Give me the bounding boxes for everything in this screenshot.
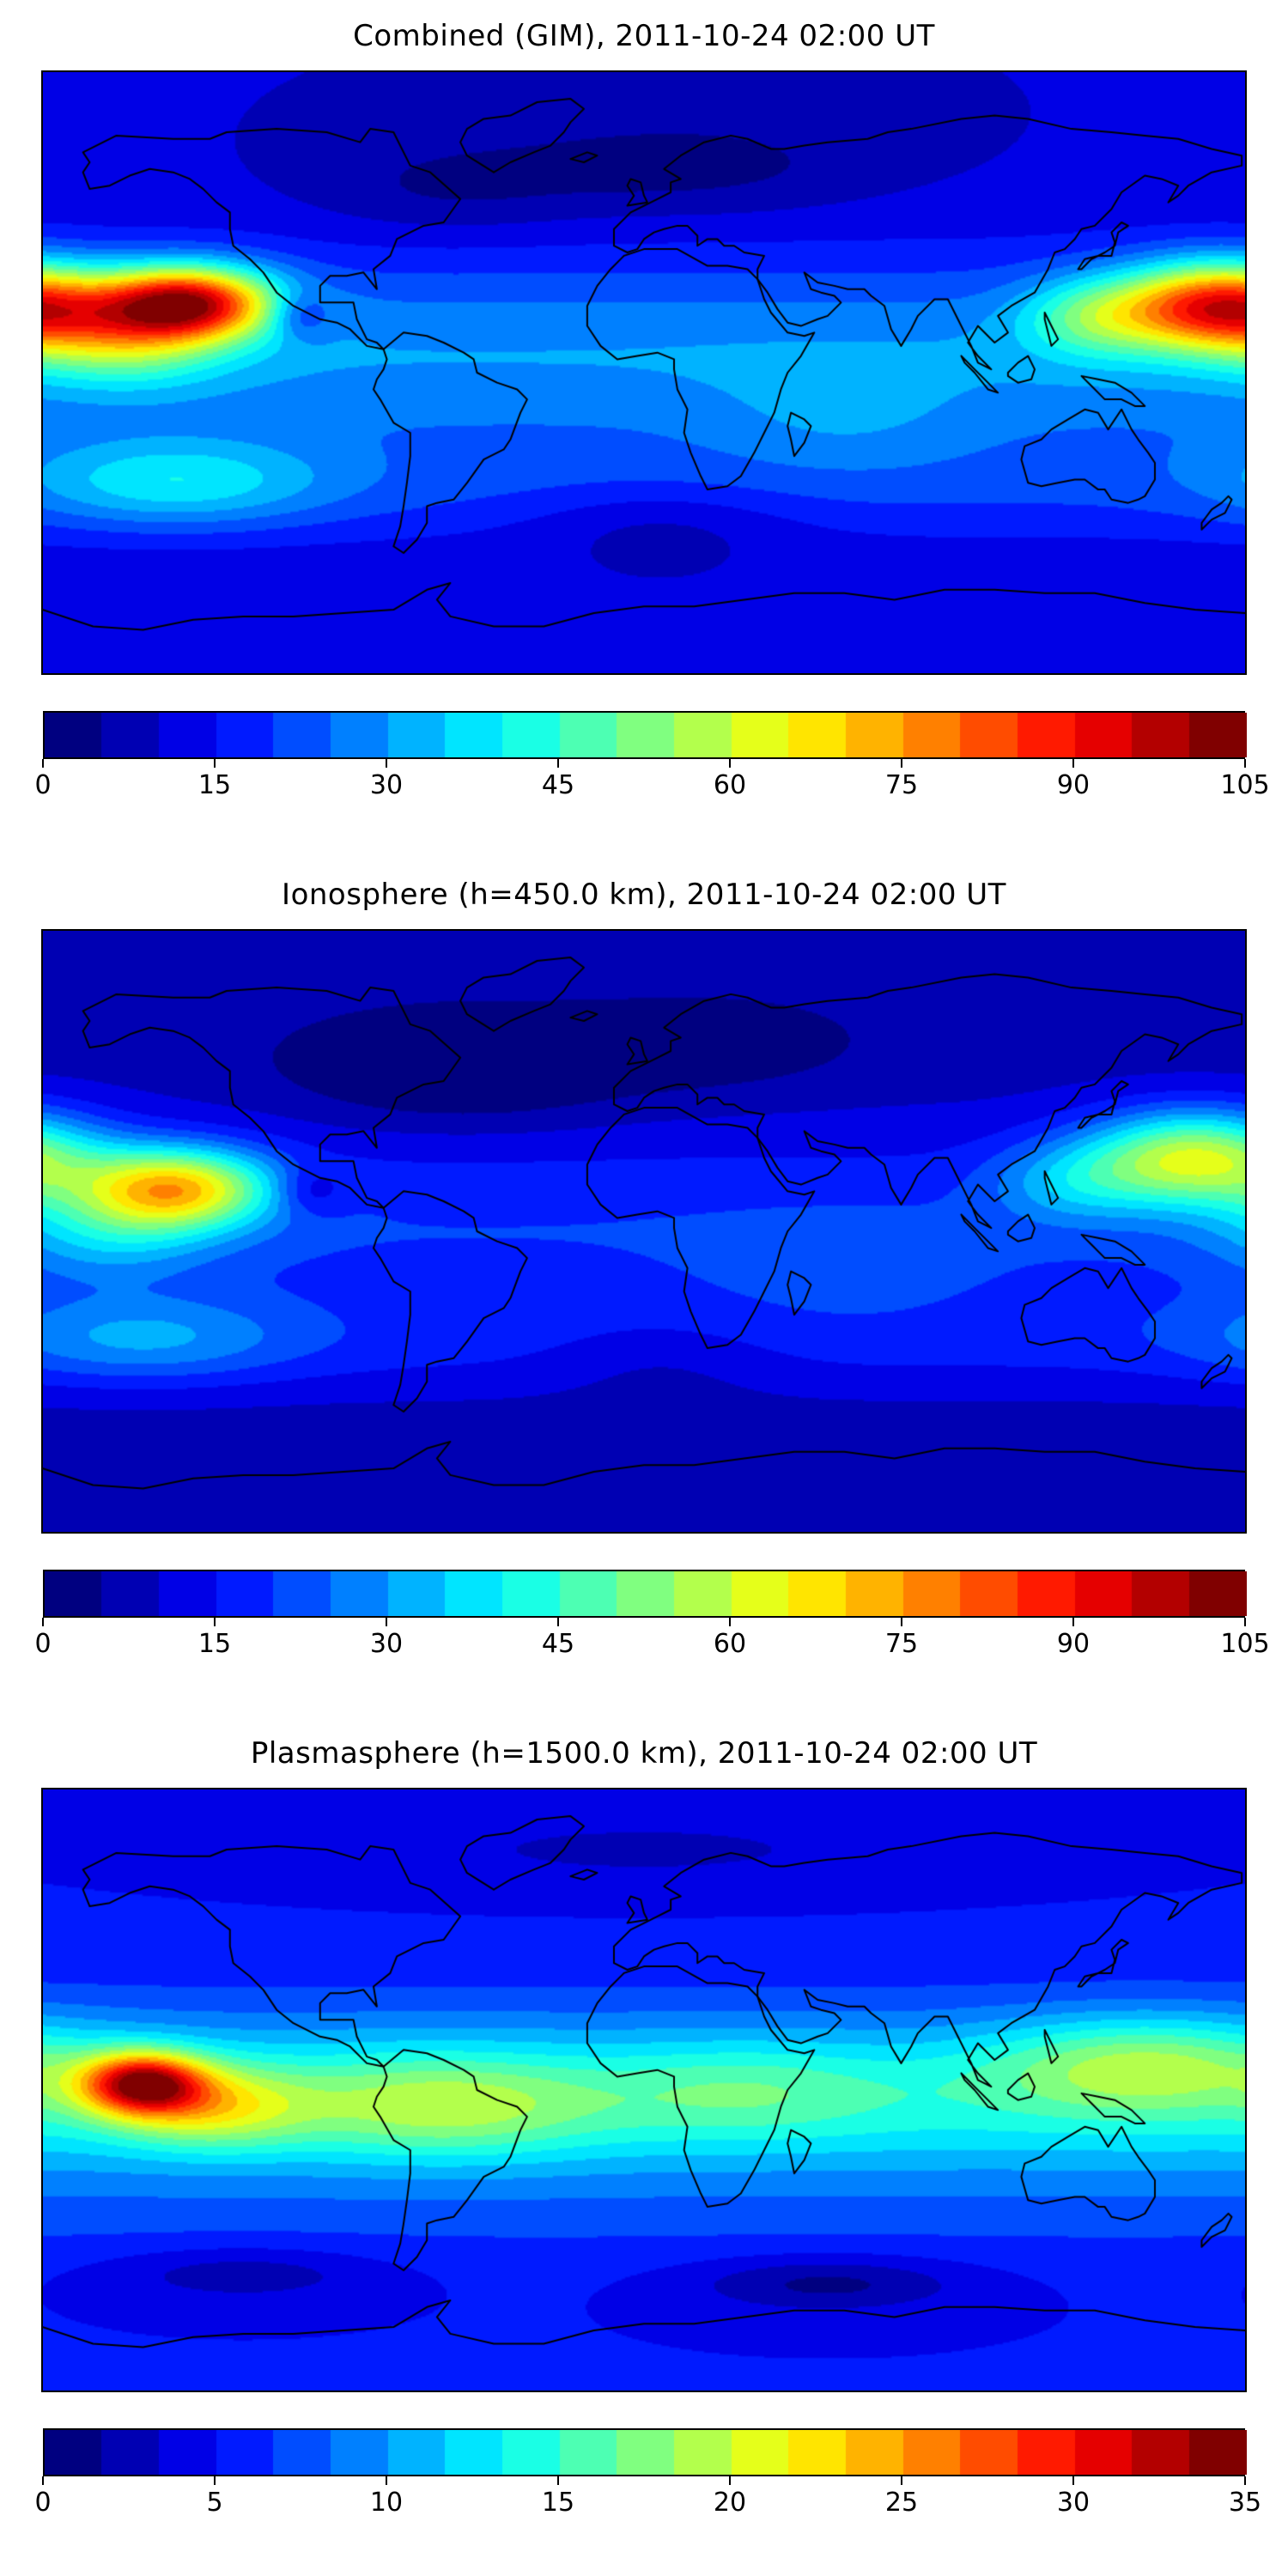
tick-mark bbox=[729, 759, 731, 768]
tick-label: 0 bbox=[34, 1629, 52, 1659]
colorbar-frame-combined bbox=[43, 711, 1247, 759]
tick-mark bbox=[385, 1618, 387, 1626]
panel-ionosphere: Ionosphere (h=450.0 km), 2011-10-24 02:0… bbox=[0, 859, 1288, 1717]
tick-label: 30 bbox=[369, 770, 404, 800]
tick-mark bbox=[901, 1618, 902, 1626]
panel-title-ionosphere: Ionosphere (h=450.0 km), 2011-10-24 02:0… bbox=[282, 878, 1006, 912]
tick-mark bbox=[1072, 759, 1074, 768]
tick-label: 15 bbox=[197, 770, 232, 800]
tec-map-plasmasphere bbox=[43, 1789, 1245, 2391]
tick-label: 0 bbox=[34, 2488, 52, 2518]
tick-label: 105 bbox=[1220, 1629, 1270, 1659]
tick-mark bbox=[1244, 2476, 1246, 2485]
tick-mark bbox=[1072, 1618, 1074, 1626]
colorbar-block-plasmasphere: 0 5 10 15 20 25 30 35 bbox=[34, 2428, 1261, 2526]
tick-label: 35 bbox=[1228, 2488, 1262, 2518]
tick-label: 45 bbox=[541, 770, 575, 800]
tick-label: 15 bbox=[197, 1629, 232, 1659]
tick-mark bbox=[42, 2476, 44, 2485]
tick-mark bbox=[729, 1618, 731, 1626]
tick-label: 90 bbox=[1056, 1629, 1091, 1659]
colorbar-ticks-combined: 0 15 30 45 60 75 90 105 bbox=[34, 759, 1270, 809]
tick-label: 45 bbox=[541, 1629, 575, 1659]
tick-label: 90 bbox=[1056, 770, 1091, 800]
panel-plasmasphere: Plasmasphere (h=1500.0 km), 2011-10-24 0… bbox=[0, 1717, 1288, 2576]
tick-label: 60 bbox=[713, 770, 747, 800]
tick-label: 30 bbox=[369, 1629, 404, 1659]
colorbar-ionosphere bbox=[45, 1571, 1247, 1616]
tick-mark bbox=[901, 2476, 902, 2485]
tick-label: 20 bbox=[713, 2488, 747, 2518]
panel-combined-gim: Combined (GIM), 2011-10-24 02:00 UT 0 15… bbox=[0, 0, 1288, 859]
tick-label: 25 bbox=[884, 2488, 919, 2518]
tick-mark bbox=[556, 759, 559, 768]
tick-mark bbox=[901, 759, 902, 768]
tick-mark bbox=[213, 759, 216, 768]
colorbar-frame-plasmasphere bbox=[43, 2428, 1247, 2476]
panel-title-combined: Combined (GIM), 2011-10-24 02:00 UT bbox=[353, 19, 935, 53]
colorbar-plasmasphere bbox=[45, 2430, 1247, 2475]
tick-label: 60 bbox=[713, 1629, 747, 1659]
tick-label: 5 bbox=[206, 2488, 223, 2518]
colorbar-frame-ionosphere bbox=[43, 1570, 1247, 1618]
map-frame-ionosphere bbox=[41, 929, 1247, 1534]
map-frame-combined bbox=[41, 70, 1247, 675]
tick-label: 0 bbox=[34, 770, 52, 800]
panel-title-plasmasphere: Plasmasphere (h=1500.0 km), 2011-10-24 0… bbox=[250, 1736, 1038, 1771]
tick-mark bbox=[213, 2476, 216, 2485]
tick-mark bbox=[42, 1618, 44, 1626]
tick-mark bbox=[385, 759, 387, 768]
tick-label: 105 bbox=[1220, 770, 1270, 800]
tick-label: 15 bbox=[541, 2488, 575, 2518]
tick-mark bbox=[556, 1618, 559, 1626]
tick-mark bbox=[42, 759, 44, 768]
tick-mark bbox=[1244, 759, 1246, 768]
tick-mark bbox=[1072, 2476, 1074, 2485]
colorbar-ticks-plasmasphere: 0 5 10 15 20 25 30 35 bbox=[34, 2476, 1261, 2526]
tec-map-ionosphere bbox=[43, 931, 1245, 1532]
tick-label: 30 bbox=[1056, 2488, 1091, 2518]
tick-mark bbox=[729, 2476, 731, 2485]
tick-label: 75 bbox=[884, 770, 919, 800]
tick-mark bbox=[385, 2476, 387, 2485]
colorbar-block-ionosphere: 0 15 30 45 60 75 90 105 bbox=[34, 1570, 1270, 1668]
tick-mark bbox=[556, 2476, 559, 2485]
tec-map-combined bbox=[43, 72, 1245, 673]
tick-label: 75 bbox=[884, 1629, 919, 1659]
tick-label: 10 bbox=[369, 2488, 404, 2518]
colorbar-combined bbox=[45, 713, 1247, 757]
map-frame-plasmasphere bbox=[41, 1788, 1247, 2392]
colorbar-block-combined: 0 15 30 45 60 75 90 105 bbox=[34, 711, 1270, 809]
tick-mark bbox=[213, 1618, 216, 1626]
colorbar-ticks-ionosphere: 0 15 30 45 60 75 90 105 bbox=[34, 1618, 1270, 1668]
tick-mark bbox=[1244, 1618, 1246, 1626]
